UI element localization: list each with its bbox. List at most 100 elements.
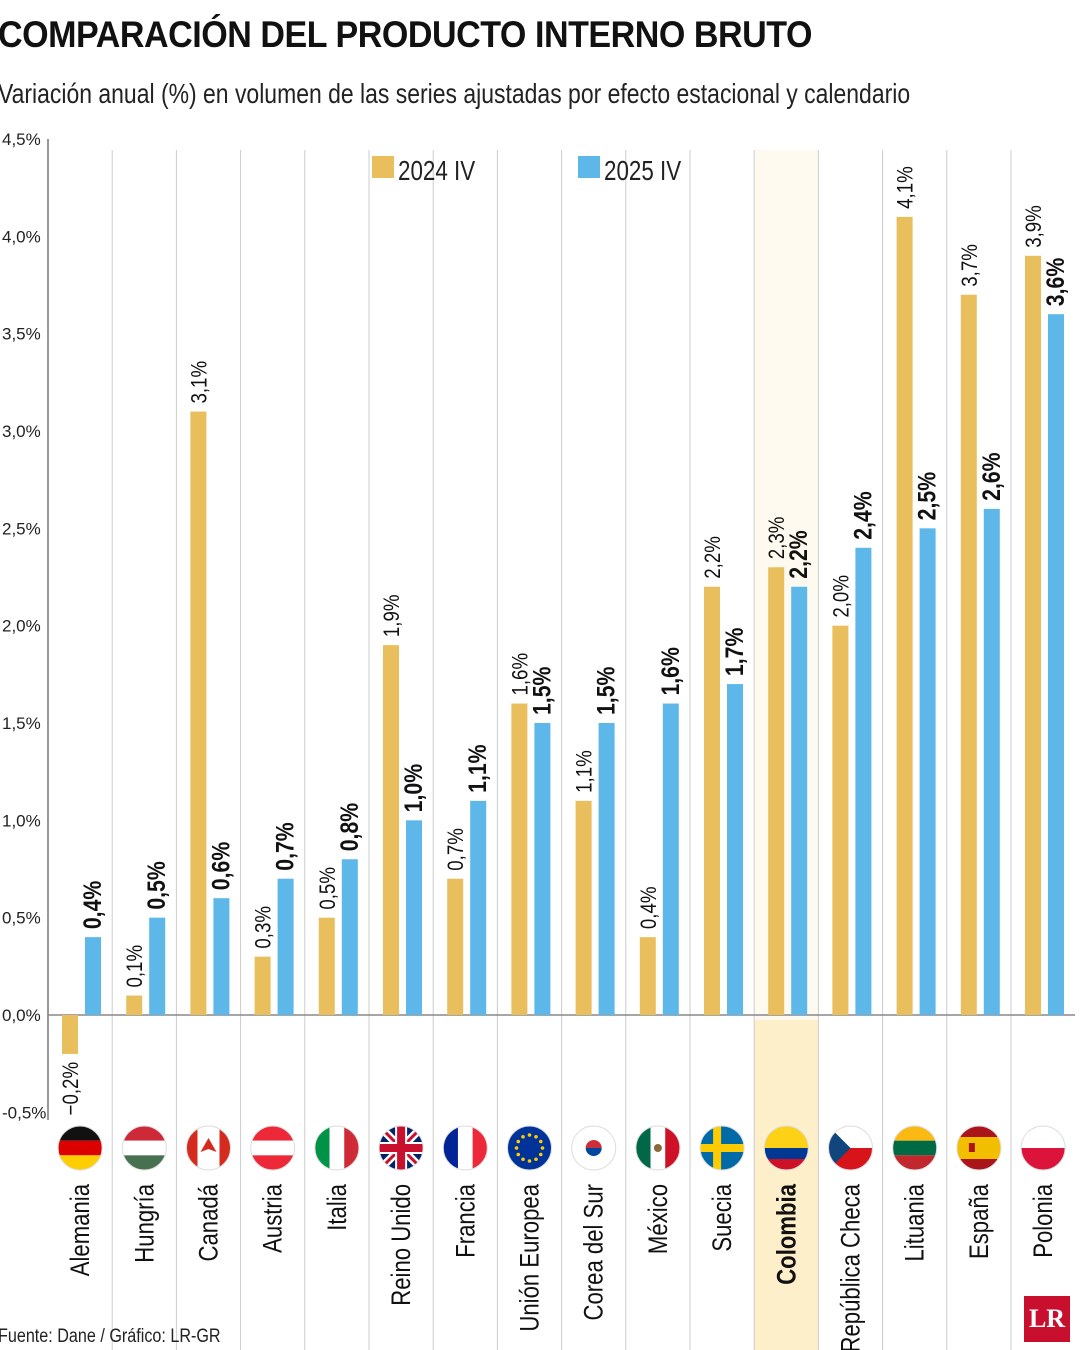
flag-stripe <box>314 1126 330 1170</box>
bar-2025-iv <box>85 937 101 1015</box>
flag-cross <box>713 1126 722 1170</box>
category-label: Suecia <box>708 1184 738 1252</box>
bar-2025-iv <box>149 917 166 1015</box>
bar-2025-iv <box>1048 314 1064 1015</box>
maple-leaf <box>200 1138 217 1152</box>
eu-star <box>538 1152 543 1157</box>
flag-border <box>892 1125 938 1171</box>
data-label: 0,4% <box>78 881 106 929</box>
flag-stripe <box>186 1126 198 1170</box>
flag-stripe <box>250 1155 295 1170</box>
spain-flag <box>956 1125 1002 1171</box>
lithuania-flag <box>892 1125 938 1171</box>
category-label: Hungría <box>130 1184 160 1263</box>
flag-stripe <box>58 1155 103 1170</box>
bar-2024-iv <box>639 937 656 1015</box>
y-tick-label: 1,5% <box>2 714 41 733</box>
y-tick-label: 4,0% <box>2 227 41 246</box>
eu-star <box>540 1146 545 1150</box>
flag-stripe <box>956 1126 1001 1137</box>
eu-star <box>521 1134 525 1139</box>
data-label: 0,7% <box>271 822 299 870</box>
bar-2025-iv <box>277 878 294 1015</box>
flag-stripe <box>58 1140 103 1156</box>
bar-2024-iv <box>704 586 720 1015</box>
flag-fill <box>250 1126 295 1170</box>
taegeuk-red <box>585 1140 602 1148</box>
flag-stripe <box>329 1126 345 1170</box>
flag-border <box>442 1125 488 1171</box>
data-label: 2,2% <box>785 530 813 578</box>
flag-border <box>1020 1125 1066 1171</box>
hungary-flag <box>121 1125 167 1171</box>
eu-star <box>538 1139 543 1144</box>
czech-flag <box>828 1125 873 1171</box>
flag-fill <box>828 1126 873 1170</box>
data-label: 2,4% <box>849 491 877 539</box>
eu-star <box>534 1134 538 1139</box>
y-tick-label: 0,0% <box>2 1006 41 1025</box>
legend-swatch <box>372 156 394 178</box>
flag-stripe <box>1021 1148 1066 1170</box>
flag-triangle <box>828 1126 851 1170</box>
flag-border <box>186 1125 231 1171</box>
data-label: 3,9% <box>1023 205 1047 248</box>
flag-stripe <box>443 1126 458 1170</box>
data-label: 2,0% <box>830 575 854 618</box>
bar-2025-iv <box>534 723 551 1015</box>
data-label: 4,1% <box>894 166 918 209</box>
flag-stripe <box>956 1137 1001 1159</box>
bar-2025-iv <box>470 800 487 1015</box>
category-label: Reino Unido <box>387 1184 417 1306</box>
category-label: Italia <box>323 1184 353 1231</box>
category-label: República Checa <box>837 1184 867 1350</box>
colombia-flag <box>763 1125 809 1171</box>
france-flag <box>442 1125 488 1171</box>
data-label: 0,4% <box>637 887 661 930</box>
flag-stripe <box>58 1126 103 1141</box>
data-label: 0,5% <box>316 867 340 910</box>
data-label: 0,8% <box>335 803 363 851</box>
flag-border <box>314 1125 360 1171</box>
highlight-band-upper <box>754 150 819 1020</box>
eu-flag <box>507 1125 552 1171</box>
data-label: 2,2% <box>702 536 726 579</box>
flag-fill <box>892 1126 937 1170</box>
south-korea-flag <box>571 1125 617 1171</box>
data-label: 1,6% <box>509 653 533 696</box>
flag-stripe <box>250 1140 295 1156</box>
italy-flag <box>314 1125 360 1171</box>
flag-border <box>507 1125 552 1171</box>
bar-2024-iv <box>126 995 143 1015</box>
data-label: 0,6% <box>207 842 235 890</box>
highlight-band <box>754 1020 819 1350</box>
flag-border <box>956 1125 1002 1171</box>
category-label: Unión Europea <box>516 1184 546 1332</box>
eu-star <box>527 1159 532 1163</box>
flag-border <box>828 1125 873 1171</box>
category-label: Austria <box>259 1184 289 1253</box>
bar-2025-iv <box>919 528 936 1015</box>
y-tick-label: 4,5% <box>2 130 41 149</box>
y-tick-label: 0,5% <box>2 909 41 928</box>
flag-fill <box>314 1126 359 1170</box>
data-label: 1,5% <box>528 667 556 715</box>
category-label: México <box>644 1184 674 1254</box>
data-label: 1,1% <box>573 750 597 793</box>
bar-2024-iv <box>383 645 399 1015</box>
flag-stripe <box>635 1126 651 1170</box>
flag-border <box>571 1125 617 1171</box>
flag-fill <box>507 1126 552 1170</box>
flag-border <box>699 1125 745 1171</box>
y-tick-label: 3,0% <box>2 422 41 441</box>
category-label: Corea del Sur <box>580 1184 610 1321</box>
bar-2024-iv <box>318 917 335 1015</box>
flag-stripe <box>665 1126 680 1170</box>
poland-flag <box>1020 1125 1066 1171</box>
flag-stripe <box>457 1126 473 1170</box>
spain-emblem <box>968 1143 975 1152</box>
flag-fill <box>1021 1126 1066 1170</box>
data-label: 3,6% <box>1041 258 1069 306</box>
eu-star <box>516 1139 521 1144</box>
bar-2025-iv <box>791 586 808 1015</box>
